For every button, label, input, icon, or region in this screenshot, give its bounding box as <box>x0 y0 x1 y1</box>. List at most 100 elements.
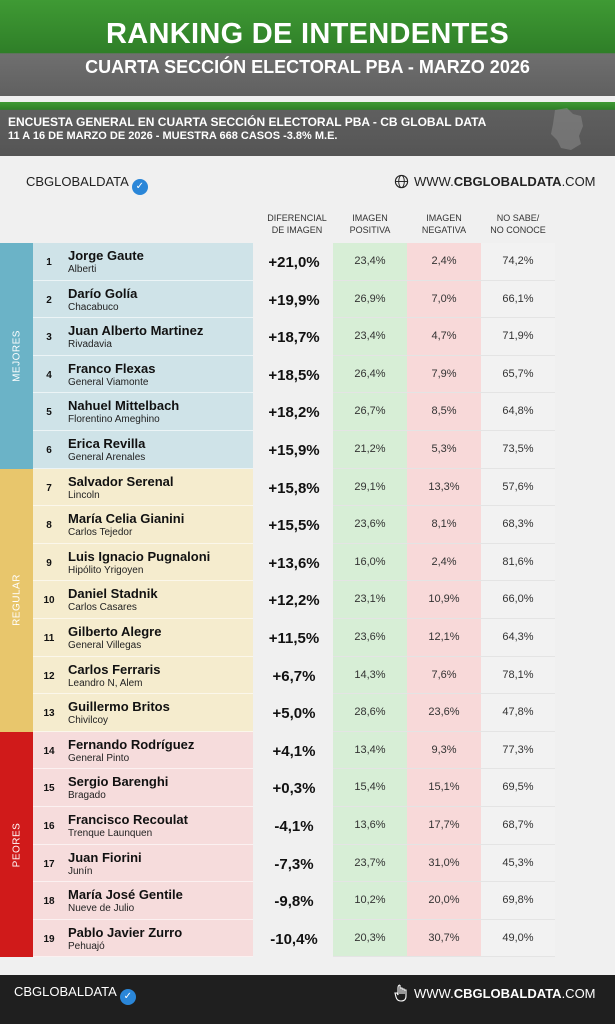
municipality-name: Trenque Launquen <box>68 828 153 839</box>
negative-image: 13,3% <box>407 468 481 507</box>
positive-image: 29,1% <box>333 468 407 507</box>
positive-image: 23,6% <box>333 506 407 544</box>
unknown-share: 57,6% <box>481 468 555 507</box>
negative-image: 10,9% <box>407 581 481 619</box>
positive-image: 13,6% <box>333 807 407 845</box>
verified-icon: ✓ <box>131 179 148 195</box>
unknown-share: 73,5% <box>481 431 555 469</box>
municipality-name: General Villegas <box>68 640 142 651</box>
municipality-name: Chacabuco <box>68 301 119 313</box>
survey-info-bar: ENCUESTA GENERAL EN CUARTA SECCIÓN ELECT… <box>0 102 615 156</box>
unknown-share: 74,2% <box>481 243 555 281</box>
row-divider <box>33 617 253 619</box>
table-row: 5 Nahuel Mittelbach Florentino Ameghino +18… <box>0 393 615 431</box>
row-divider <box>33 429 253 431</box>
mayor-name: Erica Revilla <box>68 436 146 451</box>
unknown-share: 45,3% <box>481 844 555 883</box>
positive-image: 28,6% <box>333 694 407 732</box>
footer-website[interactable]: WWW.CBGLOBALDATA.COM <box>394 984 596 1002</box>
table-row: 18 María José Gentile Nueve de Julio -9,8% 1… <box>0 882 615 920</box>
municipality-name: Leandro N, Alem <box>68 677 143 689</box>
page-subtitle: CUARTA SECCIÓN ELECTORAL PBA - MARZO 202… <box>85 57 530 77</box>
positive-image: 15,4% <box>333 769 407 807</box>
mayor-name: Gilberto Alegre <box>68 624 162 639</box>
positive-image: 26,4% <box>333 355 407 394</box>
mayor-name: Fernando Rodríguez <box>68 736 195 752</box>
unknown-share: 66,0% <box>481 581 555 619</box>
rank-number: 6 <box>46 445 52 456</box>
rank-number: 3 <box>46 332 52 344</box>
rank-number: 5 <box>46 407 52 419</box>
province-map-icon <box>551 108 583 150</box>
image-differential: +18,7% <box>268 329 320 347</box>
municipality-name: Pehuajó <box>68 940 105 952</box>
row-divider <box>33 580 253 582</box>
unknown-share: 64,3% <box>481 619 555 657</box>
image-differential: +4,1% <box>272 742 316 760</box>
mayor-name: Guillermo Britos <box>68 699 170 715</box>
image-differential: +15,9% <box>268 442 320 459</box>
negative-image: 5,3% <box>407 431 481 469</box>
unknown-share: 68,3% <box>481 506 555 544</box>
mayor-name: Carlos Ferraris <box>68 661 161 677</box>
negative-image: 12,1% <box>407 619 481 657</box>
positive-image: 14,3% <box>333 656 407 695</box>
table-row: 9 Luis Ignacio Pugnaloni Hipólito Yrigoyen… <box>0 543 615 582</box>
rank-number: 14 <box>43 745 55 757</box>
row-divider <box>33 956 253 958</box>
municipality-name: Rivadavia <box>68 339 112 351</box>
column-header-positive: IMAGEN POSITIVA <box>349 213 391 235</box>
row-divider <box>33 768 253 770</box>
unknown-share: 49,0% <box>481 919 555 958</box>
unknown-share: 78,1% <box>481 656 555 695</box>
group-label-regular: REGULAR <box>0 468 33 732</box>
positive-image: 23,6% <box>333 619 407 657</box>
table-row: 12 Carlos Ferraris Leandro N, Alem +6,7% 14,… <box>0 656 615 695</box>
image-differential: -9,8% <box>274 893 314 911</box>
negative-image: 8,1% <box>407 506 481 544</box>
image-differential: -10,4% <box>270 930 318 948</box>
table-row: 13 Guillermo Britos Chivilcoy +5,0% 28,6% 23,… <box>0 694 615 732</box>
municipality-name: Chivilcoy <box>68 715 109 727</box>
brand-website[interactable]: WWW.CBGLOBALDATA.COM <box>394 174 596 192</box>
negative-image: 30,7% <box>407 919 481 958</box>
rank-number: 11 <box>43 633 55 644</box>
mayor-name: María Celia Gianini <box>68 511 185 527</box>
mayor-name: Darío Golía <box>68 285 138 301</box>
positive-image: 13,4% <box>333 731 407 770</box>
mayor-name: Juan Alberto Martinez <box>68 323 204 339</box>
table-row: 10 Daniel Stadnik Carlos Casares +12,2% 23,1… <box>0 581 615 619</box>
group-label-peores: PEORES <box>0 731 33 958</box>
positive-image: 23,7% <box>333 844 407 883</box>
positive-image: 21,2% <box>333 431 407 469</box>
mayor-name: Francisco Recoulat <box>68 812 188 827</box>
negative-image: 7,6% <box>407 656 481 695</box>
municipality-name: Junín <box>68 865 93 877</box>
rank-number: 12 <box>43 670 55 682</box>
unknown-share: 66,1% <box>481 280 555 319</box>
footer-brand: CBGLOBALDATA ✓ <box>14 984 136 1005</box>
positive-image: 23,4% <box>333 318 407 356</box>
image-differential: +21,0% <box>268 254 320 271</box>
row-divider <box>33 354 253 356</box>
mayor-name: Salvador Serenal <box>68 473 174 489</box>
table-row: 15 Sergio Barenghi Bragado +0,3% 15,4% 15,1% 6… <box>0 769 615 807</box>
rank-number: 19 <box>43 933 55 945</box>
brand-logo: CBGLOBALDATA ✓ <box>26 174 148 195</box>
image-differential: -7,3% <box>274 855 314 873</box>
survey-details: 11 A 16 DE MARZO DE 2026 - MUESTRA 668 C… <box>8 130 338 142</box>
negative-image: 7,9% <box>407 355 481 394</box>
unknown-share: 64,8% <box>481 393 555 431</box>
image-differential: +15,8% <box>268 479 320 497</box>
negative-image: 2,4% <box>407 243 481 281</box>
footer: CBGLOBALDATA ✓ WWW.CBGLOBALDATA.COM <box>0 975 615 1024</box>
mayor-name: Franco Flexas <box>68 360 156 376</box>
row-divider <box>33 881 253 883</box>
survey-title: ENCUESTA GENERAL EN CUARTA SECCIÓN ELECT… <box>8 115 487 129</box>
rank-number: 7 <box>46 482 52 494</box>
row-divider <box>33 655 253 657</box>
page-title: RANKING DE INTENDENTES <box>106 18 509 50</box>
unknown-share: 65,7% <box>481 355 555 394</box>
image-differential: +18,5% <box>268 366 320 384</box>
positive-image: 26,7% <box>333 393 407 431</box>
